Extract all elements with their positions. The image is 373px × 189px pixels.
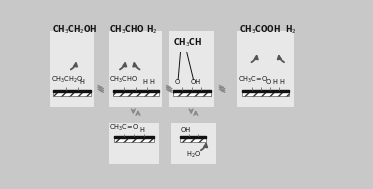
Text: O: O [175, 79, 180, 85]
Text: H: H [80, 79, 85, 85]
Bar [181, 138, 207, 143]
Text: OH: OH [191, 79, 201, 85]
Text: H$_2$: H$_2$ [146, 23, 158, 36]
Text: CH$_3$CHO: CH$_3$CHO [109, 75, 138, 85]
FancyBboxPatch shape [238, 31, 294, 107]
Text: CH$_3$C=O: CH$_3$C=O [109, 122, 139, 132]
FancyBboxPatch shape [109, 123, 159, 164]
Text: H: H [280, 79, 285, 85]
Text: CH$_3$CH$_2$OH: CH$_3$CH$_2$OH [52, 23, 98, 36]
FancyBboxPatch shape [169, 31, 214, 107]
Text: H$_2$: H$_2$ [285, 23, 297, 36]
FancyBboxPatch shape [109, 31, 162, 107]
Text: O: O [266, 79, 271, 85]
Text: H: H [142, 79, 147, 85]
Bar [114, 138, 154, 143]
Text: OH: OH [181, 127, 191, 132]
Bar [173, 92, 210, 96]
Text: CH$_3$CH$_2$O: CH$_3$CH$_2$O [51, 75, 84, 85]
Bar [53, 90, 91, 92]
Bar [113, 90, 159, 92]
Bar [114, 136, 154, 138]
Bar [53, 92, 91, 96]
Bar [173, 90, 210, 92]
Bar [113, 92, 159, 96]
Bar [181, 136, 207, 138]
Text: CH$_3$CH: CH$_3$CH [173, 36, 202, 49]
Bar [242, 90, 289, 92]
Text: CH$_3$CHO: CH$_3$CHO [109, 23, 145, 36]
Text: H: H [273, 79, 278, 85]
Text: H$_2$O: H$_2$O [186, 150, 201, 160]
FancyBboxPatch shape [50, 31, 94, 107]
Text: CH$_3$C=O: CH$_3$C=O [238, 75, 268, 85]
Bar [242, 92, 289, 96]
Text: CH$_3$COOH: CH$_3$COOH [239, 23, 281, 36]
Text: H: H [149, 79, 154, 85]
Text: H: H [140, 127, 145, 132]
FancyBboxPatch shape [171, 123, 216, 164]
